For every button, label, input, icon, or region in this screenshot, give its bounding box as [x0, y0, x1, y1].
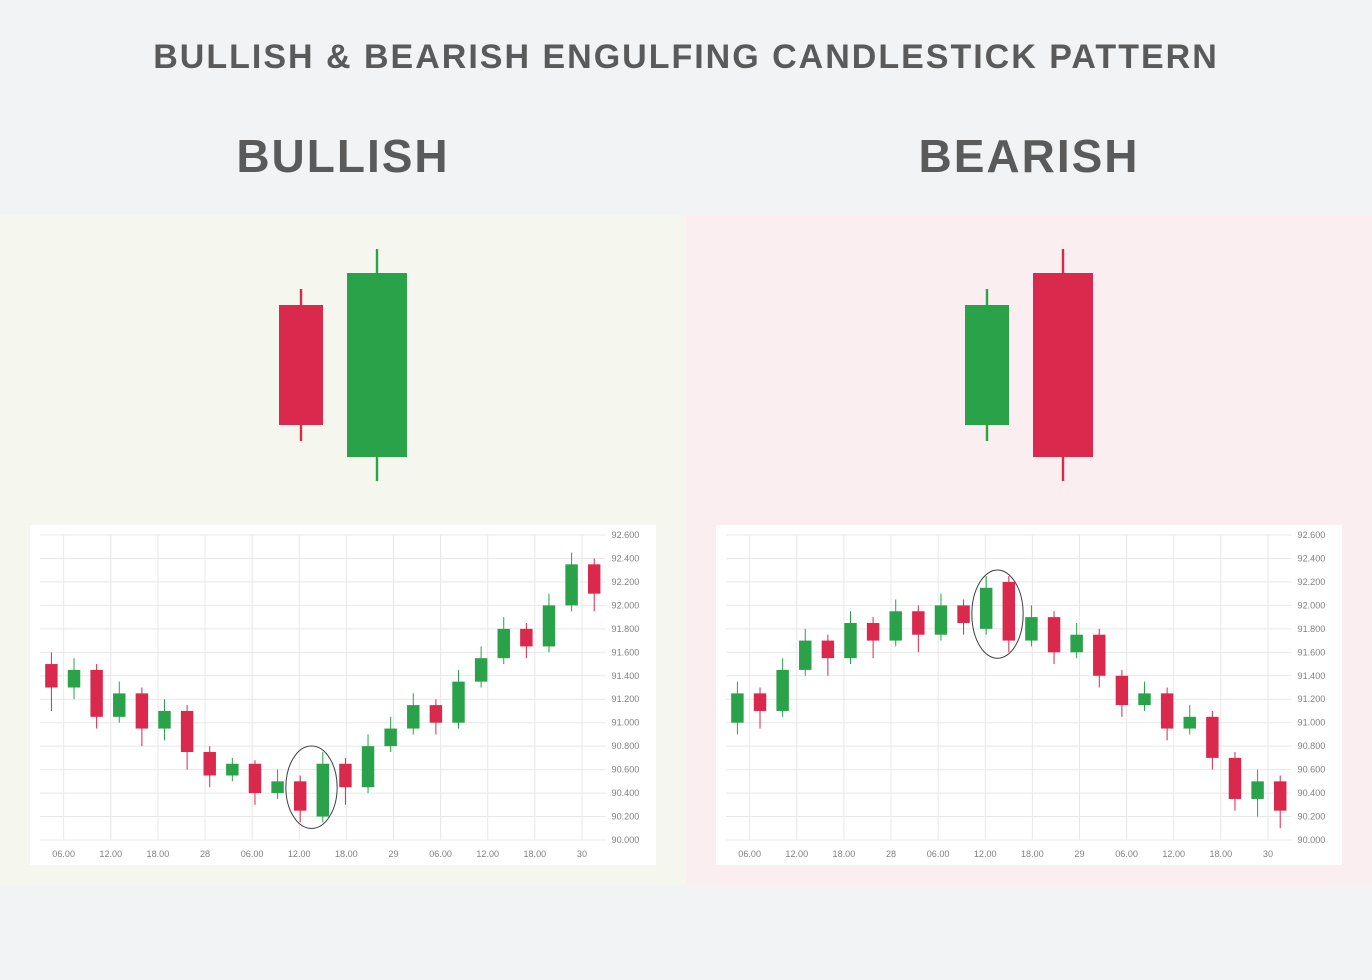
- svg-text:06.00: 06.00: [1115, 849, 1138, 859]
- bullish-illustration: [0, 215, 686, 515]
- main-title: BULLISH & BEARISH ENGULFING CANDLESTICK …: [0, 0, 1372, 117]
- svg-text:06.00: 06.00: [241, 849, 264, 859]
- panels-container: BULLISH 92.600 92.400 92.200 92.000 91.800 91…: [0, 117, 1372, 885]
- svg-text:91.800: 91.800: [612, 624, 640, 634]
- svg-text:91.000: 91.000: [1298, 718, 1326, 728]
- svg-text:90.600: 90.600: [612, 765, 640, 775]
- svg-text:91.200: 91.200: [612, 694, 640, 704]
- svg-text:90.400: 90.400: [612, 788, 640, 798]
- svg-text:92.000: 92.000: [1298, 600, 1326, 610]
- bullish-chart: 92.600 92.400 92.200 92.000 91.800 91.600 91.4…: [30, 525, 656, 865]
- svg-text:30: 30: [1263, 849, 1273, 859]
- svg-text:90.000: 90.000: [1298, 835, 1326, 845]
- svg-text:91.200: 91.200: [1298, 694, 1326, 704]
- svg-text:28: 28: [886, 849, 896, 859]
- svg-text:90.600: 90.600: [1298, 765, 1326, 775]
- svg-text:91.400: 91.400: [1298, 671, 1326, 681]
- bearish-label: BEARISH: [918, 117, 1139, 195]
- svg-text:30: 30: [577, 849, 587, 859]
- svg-text:92.400: 92.400: [612, 554, 640, 564]
- svg-text:90.400: 90.400: [1298, 788, 1326, 798]
- svg-text:18.00: 18.00: [833, 849, 856, 859]
- svg-text:06.00: 06.00: [738, 849, 761, 859]
- svg-text:92.600: 92.600: [612, 530, 640, 540]
- svg-text:12.00: 12.00: [288, 849, 311, 859]
- svg-text:29: 29: [1074, 849, 1084, 859]
- svg-text:28: 28: [200, 849, 210, 859]
- svg-text:12.00: 12.00: [1162, 849, 1185, 859]
- svg-text:91.000: 91.000: [612, 718, 640, 728]
- bearish-chart-wrap: 92.600 92.400 92.200 92.000 91.800 91.600 91.4…: [686, 515, 1372, 885]
- bullish-panel: BULLISH 92.600 92.400 92.200 92.000 91.800 91…: [0, 117, 686, 885]
- svg-text:90.200: 90.200: [1298, 812, 1326, 822]
- bearish-chart-svg: 92.600 92.400 92.200 92.000 91.800 91.600 91.4…: [716, 525, 1342, 865]
- svg-text:90.800: 90.800: [612, 741, 640, 751]
- bullish-label: BULLISH: [236, 117, 449, 195]
- svg-text:90.800: 90.800: [1298, 741, 1326, 751]
- svg-text:06.00: 06.00: [429, 849, 452, 859]
- svg-text:91.600: 91.600: [612, 647, 640, 657]
- svg-text:12.00: 12.00: [99, 849, 122, 859]
- svg-text:92.200: 92.200: [1298, 577, 1326, 587]
- bullish-chart-svg: 92.600 92.400 92.200 92.000 91.800 91.600 91.4…: [30, 525, 656, 865]
- svg-text:18.00: 18.00: [1209, 849, 1232, 859]
- svg-text:92.600: 92.600: [1298, 530, 1326, 540]
- svg-text:92.200: 92.200: [612, 577, 640, 587]
- bearish-panel: BEARISH 92.600 92.400 92.200 92.000 91.800 91…: [686, 117, 1372, 885]
- svg-text:18.00: 18.00: [335, 849, 358, 859]
- svg-text:91.400: 91.400: [612, 671, 640, 681]
- svg-text:92.000: 92.000: [612, 600, 640, 610]
- svg-text:12.00: 12.00: [974, 849, 997, 859]
- svg-text:92.400: 92.400: [1298, 554, 1326, 564]
- svg-text:12.00: 12.00: [785, 849, 808, 859]
- svg-text:06.00: 06.00: [927, 849, 950, 859]
- bearish-illustration: [686, 215, 1372, 515]
- svg-text:91.600: 91.600: [1298, 647, 1326, 657]
- svg-text:18.00: 18.00: [147, 849, 170, 859]
- svg-text:90.000: 90.000: [612, 835, 640, 845]
- svg-text:90.200: 90.200: [612, 812, 640, 822]
- svg-text:06.00: 06.00: [52, 849, 75, 859]
- bullish-chart-wrap: 92.600 92.400 92.200 92.000 91.800 91.600 91.4…: [0, 515, 686, 885]
- bearish-chart: 92.600 92.400 92.200 92.000 91.800 91.600 91.4…: [716, 525, 1342, 865]
- svg-text:18.00: 18.00: [1021, 849, 1044, 859]
- svg-text:12.00: 12.00: [476, 849, 499, 859]
- svg-text:18.00: 18.00: [523, 849, 546, 859]
- svg-text:91.800: 91.800: [1298, 624, 1326, 634]
- svg-text:29: 29: [388, 849, 398, 859]
